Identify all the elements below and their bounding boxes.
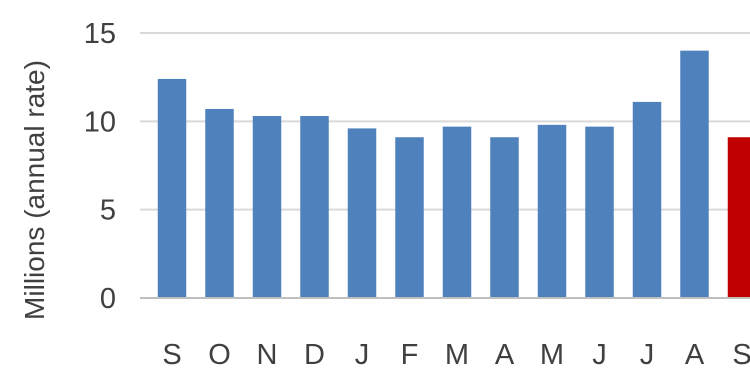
- x-tick-label: D: [304, 339, 325, 371]
- bar: [490, 137, 519, 298]
- y-tick-label: 10: [84, 106, 116, 138]
- y-axis-label: Millions (annual rate): [19, 60, 50, 320]
- y-tick-label: 5: [100, 195, 116, 227]
- x-tick-label: J: [640, 339, 655, 371]
- x-tick-label: M: [540, 339, 564, 371]
- bar: [442, 126, 472, 298]
- bar: [585, 126, 614, 298]
- x-tick-label: S: [162, 339, 181, 371]
- x-tick-label: N: [257, 339, 278, 371]
- bars: [157, 50, 750, 299]
- bar: [632, 101, 662, 299]
- bar: [157, 78, 187, 298]
- x-tick-label: A: [495, 339, 515, 371]
- bar: [680, 50, 709, 298]
- bar: [300, 116, 329, 299]
- bar: [252, 116, 282, 299]
- x-tick-label: O: [208, 339, 231, 371]
- bar: [395, 137, 424, 298]
- x-tick-label: J: [355, 339, 370, 371]
- bar: [205, 108, 234, 298]
- bar: [727, 137, 750, 298]
- x-tick-label: S: [732, 339, 750, 371]
- x-tick-label: M: [445, 339, 469, 371]
- x-tick-label: J: [592, 339, 607, 371]
- x-tick-label: F: [401, 339, 419, 371]
- bar: [537, 124, 567, 298]
- y-tick-label: 0: [100, 283, 116, 315]
- x-tick-label: A: [685, 339, 705, 371]
- bar: [347, 128, 377, 298]
- y-tick-labels: 0 5 10 15: [84, 18, 116, 315]
- y-tick-label: 15: [84, 18, 116, 50]
